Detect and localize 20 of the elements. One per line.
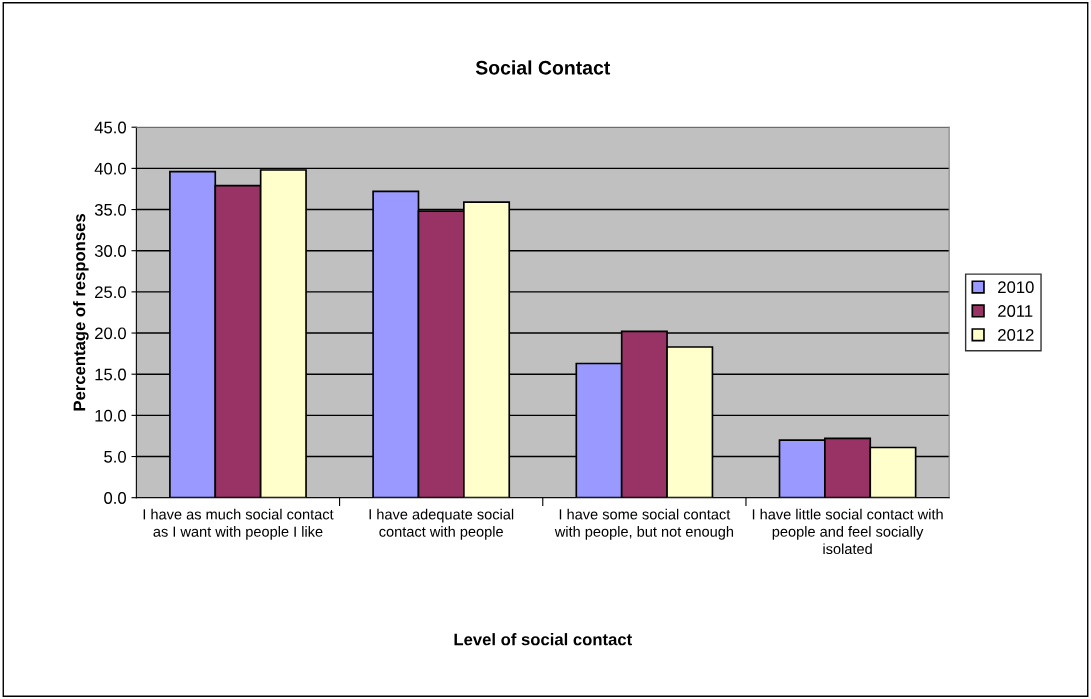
x-tick-label: I have adequate social contact with people xyxy=(369,508,514,540)
y-tick-label: 0.0 xyxy=(104,492,126,504)
y-tick-label: 25.0 xyxy=(95,286,126,299)
y-tick-label: 45.0 xyxy=(94,121,126,134)
x-tick-label: I have some social contact with people, but not enough xyxy=(554,508,734,540)
y-tick-label: 20.0 xyxy=(95,327,126,340)
y-tick-label: 30.0 xyxy=(94,245,126,257)
chart-title: Social Contact xyxy=(475,60,611,75)
y-tick-label: 10.0 xyxy=(95,409,126,422)
legend-label: 2012 xyxy=(998,328,1034,341)
y-tick-label: 40.0 xyxy=(94,162,126,175)
x-axis-title: Level of social contact xyxy=(454,633,632,646)
x-tick-label: I have little social contact with people and feel socially isolated xyxy=(752,508,943,555)
y-tick-label: 35.0 xyxy=(94,203,126,216)
legend-label: 2010 xyxy=(998,281,1034,294)
y-tick-label: 5.0 xyxy=(104,450,126,463)
y-axis-title: Percentage of responses xyxy=(73,214,89,411)
legend-label: 2011 xyxy=(998,305,1033,317)
y-tick-label: 15.0 xyxy=(95,368,126,381)
x-tick-label: I have as much social contact as I want with people I like xyxy=(143,508,334,540)
